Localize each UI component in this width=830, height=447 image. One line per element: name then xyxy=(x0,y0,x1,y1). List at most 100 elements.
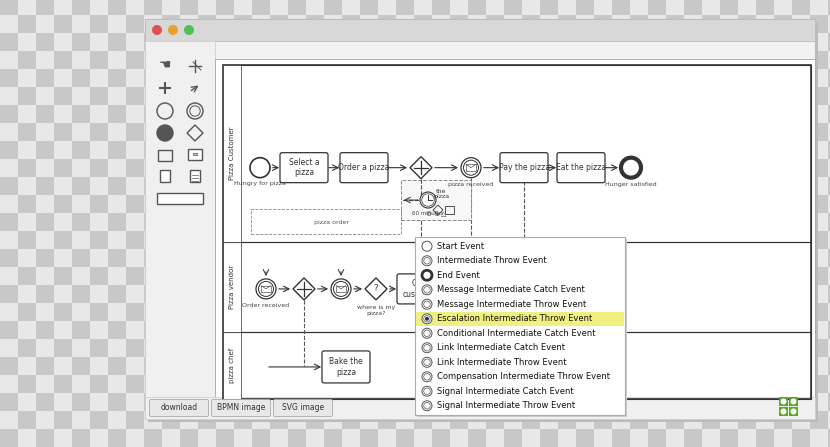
Bar xyxy=(486,429,504,447)
Bar xyxy=(234,267,252,285)
Bar xyxy=(720,375,738,393)
Bar xyxy=(324,213,342,231)
Bar xyxy=(432,87,450,105)
Bar xyxy=(612,249,630,267)
Bar xyxy=(54,249,72,267)
Text: Link Intermediate Catch Event: Link Intermediate Catch Event xyxy=(437,343,565,352)
Bar xyxy=(432,141,450,159)
Bar xyxy=(180,285,198,303)
Bar xyxy=(324,285,342,303)
Bar xyxy=(594,231,612,249)
Bar xyxy=(216,159,234,177)
Bar xyxy=(144,393,162,411)
Bar xyxy=(630,375,648,393)
Bar xyxy=(522,339,540,357)
Bar xyxy=(792,429,810,447)
Bar xyxy=(414,285,432,303)
Bar xyxy=(414,303,432,321)
Bar xyxy=(396,303,414,321)
Bar xyxy=(378,123,396,141)
Bar xyxy=(648,411,666,429)
Circle shape xyxy=(184,25,194,35)
Bar xyxy=(450,285,468,303)
Bar xyxy=(36,141,54,159)
Bar xyxy=(504,375,522,393)
Bar xyxy=(468,249,486,267)
FancyBboxPatch shape xyxy=(397,274,445,304)
Bar xyxy=(216,375,234,393)
Bar xyxy=(126,105,144,123)
Bar xyxy=(684,231,702,249)
Bar xyxy=(504,267,522,285)
Bar xyxy=(810,285,828,303)
Bar xyxy=(126,231,144,249)
Text: Signal Intermediate Catch Event: Signal Intermediate Catch Event xyxy=(437,387,574,396)
Bar xyxy=(162,0,180,15)
Bar xyxy=(270,429,288,447)
Bar xyxy=(702,159,720,177)
Bar xyxy=(18,429,36,447)
Bar xyxy=(738,123,756,141)
FancyBboxPatch shape xyxy=(212,400,271,417)
Bar xyxy=(144,231,162,249)
Bar xyxy=(360,0,378,15)
Bar xyxy=(144,195,162,213)
Bar xyxy=(666,285,684,303)
Bar xyxy=(108,69,126,87)
Bar xyxy=(378,411,396,429)
Bar xyxy=(270,303,288,321)
Bar xyxy=(360,393,378,411)
Bar xyxy=(594,141,612,159)
Bar xyxy=(810,51,828,69)
Bar xyxy=(774,321,792,339)
Circle shape xyxy=(780,409,787,414)
Bar xyxy=(342,51,360,69)
Bar xyxy=(720,105,738,123)
Bar xyxy=(36,231,54,249)
Bar xyxy=(0,0,18,15)
Text: Conditional Intermediate Catch Event: Conditional Intermediate Catch Event xyxy=(437,329,595,338)
Bar xyxy=(828,357,830,375)
Bar xyxy=(594,393,612,411)
Circle shape xyxy=(256,279,276,299)
Circle shape xyxy=(422,343,432,353)
Bar xyxy=(576,69,594,87)
Bar xyxy=(504,159,522,177)
Text: Escalation Intermediate Throw Event: Escalation Intermediate Throw Event xyxy=(437,314,593,323)
Bar xyxy=(108,429,126,447)
Bar xyxy=(36,339,54,357)
Bar xyxy=(72,267,90,285)
Bar xyxy=(779,397,788,406)
Bar xyxy=(198,15,216,33)
Bar xyxy=(72,87,90,105)
Bar xyxy=(342,339,360,357)
Circle shape xyxy=(422,256,432,266)
Bar xyxy=(234,33,252,51)
Bar xyxy=(612,51,630,69)
Bar xyxy=(810,87,828,105)
Bar xyxy=(630,231,648,249)
Bar xyxy=(414,51,432,69)
Bar xyxy=(162,285,180,303)
Bar xyxy=(432,249,450,267)
Bar xyxy=(720,429,738,447)
Bar xyxy=(162,375,180,393)
Bar xyxy=(324,267,342,285)
Bar xyxy=(414,195,432,213)
Circle shape xyxy=(461,158,481,177)
Bar xyxy=(792,357,810,375)
Bar xyxy=(378,285,396,303)
Bar xyxy=(522,195,540,213)
Bar xyxy=(252,51,270,69)
Bar xyxy=(648,231,666,249)
Bar xyxy=(288,429,306,447)
Bar xyxy=(108,213,126,231)
Bar xyxy=(522,285,540,303)
Bar xyxy=(540,33,558,51)
Bar xyxy=(108,303,126,321)
Bar xyxy=(162,321,180,339)
Bar xyxy=(612,303,630,321)
Text: 60 minutes: 60 minutes xyxy=(413,211,443,216)
Bar xyxy=(756,0,774,15)
Bar xyxy=(108,159,126,177)
